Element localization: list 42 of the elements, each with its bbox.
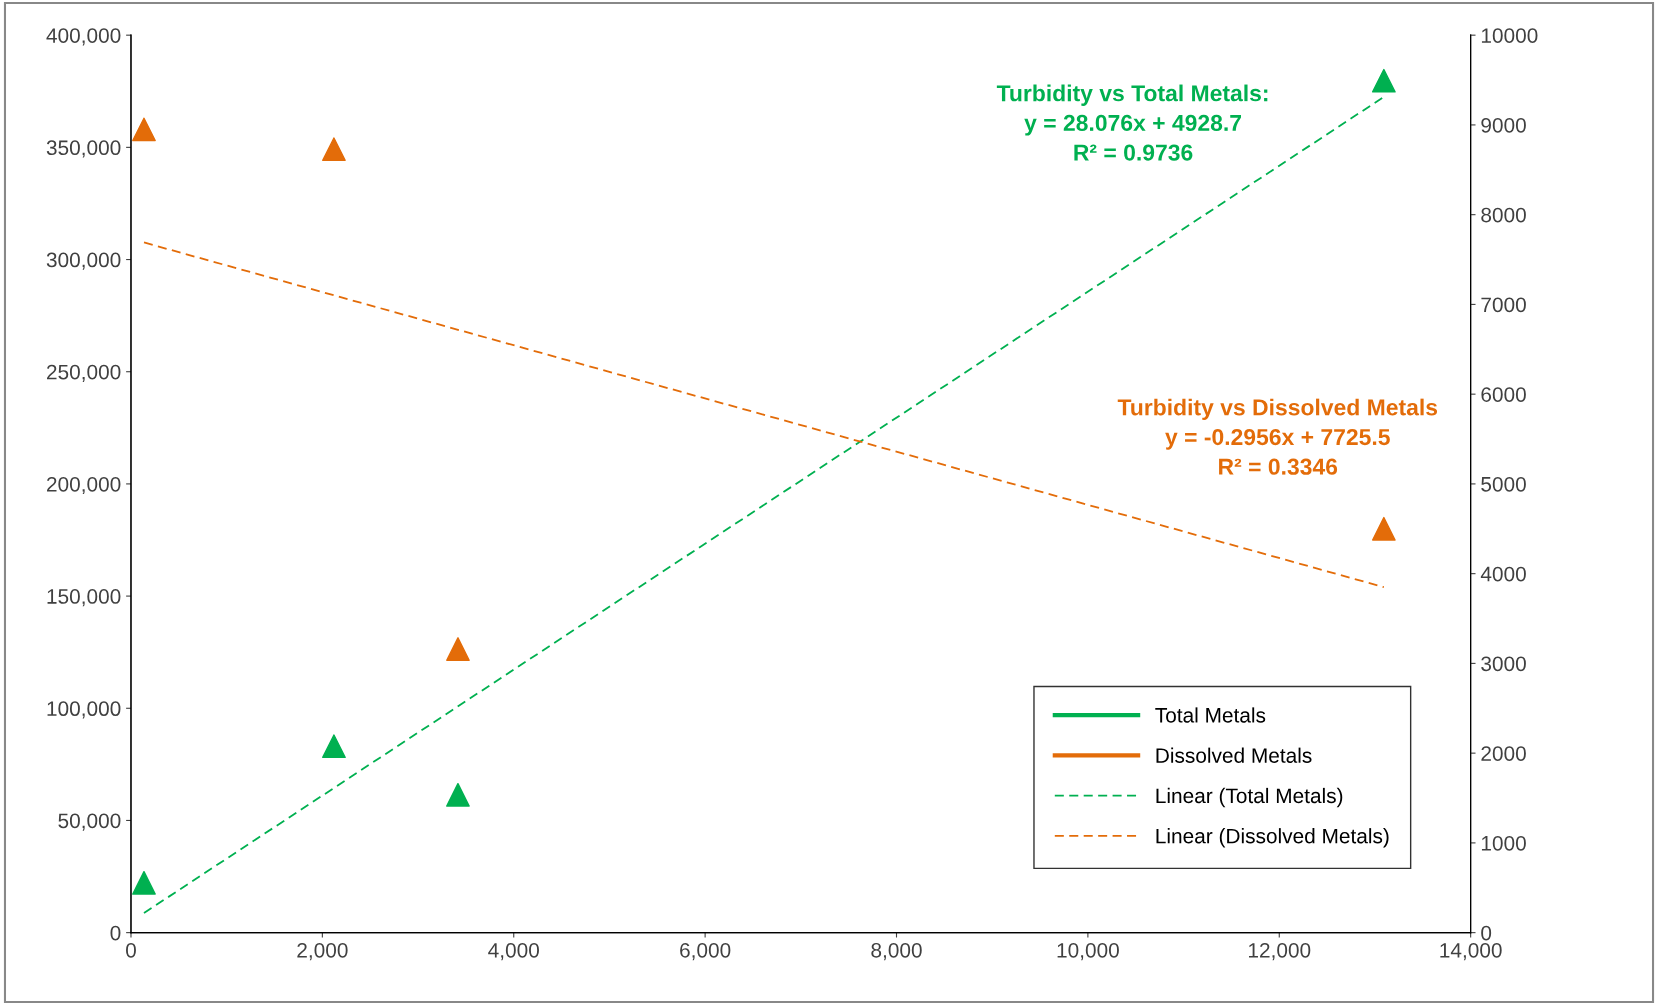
y-tick-label: 200,000 <box>47 476 121 495</box>
point <box>132 117 156 142</box>
point <box>132 870 156 895</box>
point <box>446 782 470 807</box>
y-tick-label: 300,000 <box>46 252 121 270</box>
legend-label: Linear (Dissolved Metals) <box>1156 828 1389 848</box>
x-tick-label: 6,000 <box>680 942 731 961</box>
legend-label: Dissolved Metals <box>1156 747 1312 763</box>
y2-tick-label: 9000 <box>1481 117 1526 133</box>
point <box>446 637 470 661</box>
y2-tick-label: 1000 <box>1481 835 1526 851</box>
y-tick-label: 350,000 <box>46 140 121 158</box>
y-tick-label: 250,000 <box>47 364 121 382</box>
y2-tick-label: 0 <box>1481 925 1492 941</box>
y-tick-label: 100,000 <box>47 701 121 719</box>
x-tick-label: 0 <box>126 942 136 958</box>
point <box>322 734 346 759</box>
y2-tick-label: 7000 <box>1481 297 1526 313</box>
annotation: Turbidity vs Total Metals: y = 28.076x + 4928.7 R² = 0.9736 <box>996 84 1268 161</box>
y2-tick-label: 6000 <box>1481 387 1526 402</box>
x-tick-label: 10,000 <box>1057 942 1119 961</box>
point <box>322 137 346 162</box>
y2-tick-label: 8000 <box>1481 207 1526 223</box>
y-tick-label: 150,000 <box>47 589 121 607</box>
y-tick-label: 50,000 <box>58 813 121 831</box>
y2-tick-label: 4000 <box>1480 566 1526 582</box>
legend-label: Linear (Total Metals) <box>1156 787 1343 808</box>
x-tick-label: 8,000 <box>871 942 922 961</box>
annotation: Turbidity vs Dissolved Metals y = -0.2956x + 7725.5 R² = 0.3346 <box>1117 398 1438 475</box>
legend-label: Total Metals <box>1155 707 1266 723</box>
y2-tick-label: 2000 <box>1481 746 1526 761</box>
point <box>1371 68 1396 93</box>
y2-tick-label: 3000 <box>1481 656 1526 672</box>
y2-tick-label: 10000 <box>1481 28 1538 43</box>
y2-tick-label: 5000 <box>1481 476 1526 492</box>
x-tick-label: 4,000 <box>488 942 539 961</box>
y-tick-label: 0 <box>110 925 121 941</box>
x-tick-label: 2,000 <box>297 942 348 961</box>
x-tick-label: 14,000 <box>1440 942 1502 961</box>
x-tick-label: 12,000 <box>1249 942 1311 961</box>
point <box>1371 516 1396 541</box>
y-tick-label: 400,000 <box>46 28 121 46</box>
